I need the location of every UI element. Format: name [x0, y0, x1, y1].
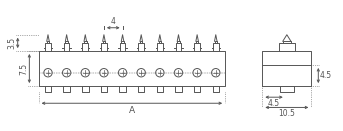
Text: 3.5: 3.5	[7, 37, 16, 49]
Text: 4.5: 4.5	[268, 99, 280, 108]
Text: 10.5: 10.5	[279, 109, 295, 118]
Text: 4.5: 4.5	[320, 71, 332, 80]
Text: 4: 4	[111, 17, 116, 26]
Text: 7.5: 7.5	[19, 62, 28, 75]
Text: A: A	[129, 106, 135, 115]
